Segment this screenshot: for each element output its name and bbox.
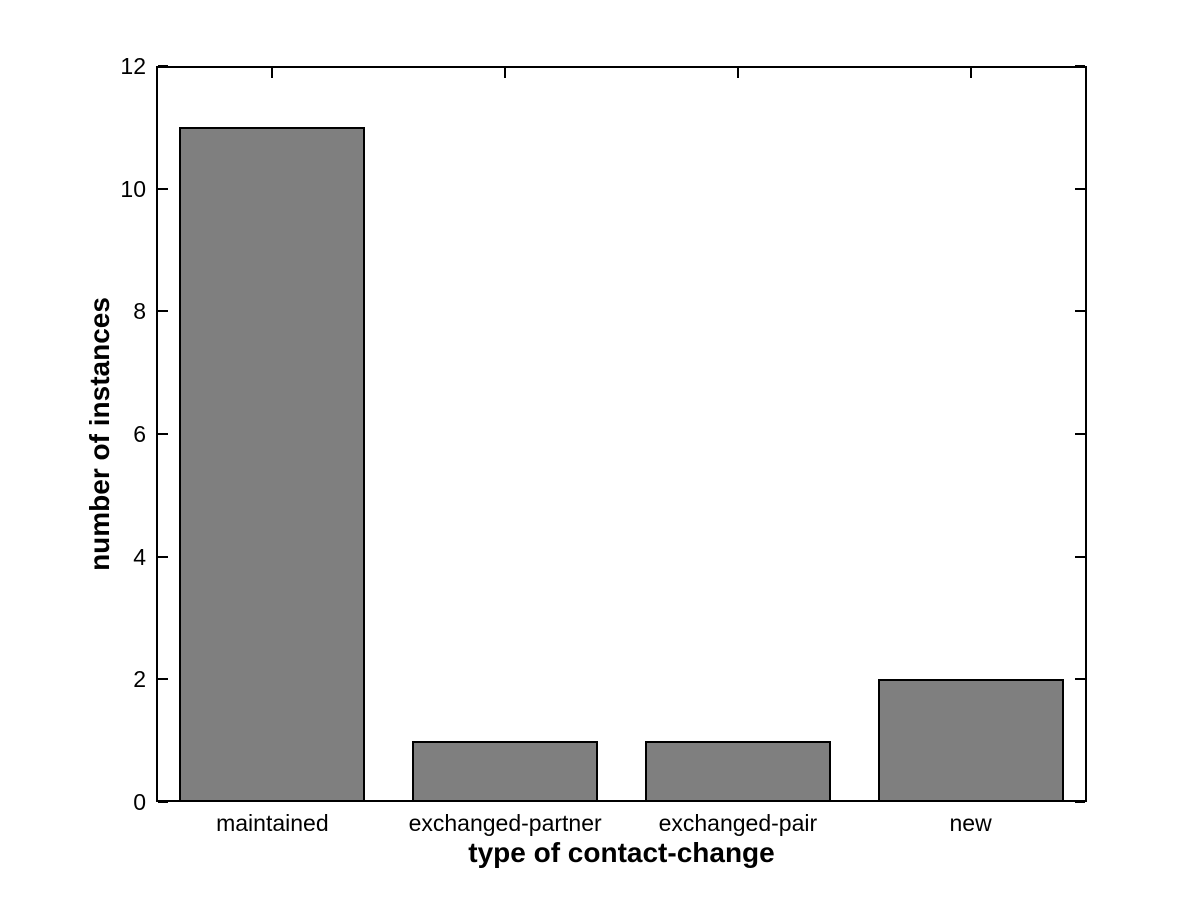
bar-new <box>877 679 1064 802</box>
y-tick-right <box>1075 801 1085 803</box>
y-tick-right <box>1075 310 1085 313</box>
y-tick-label: 0 <box>133 789 146 815</box>
y-tick-label: 6 <box>133 421 146 447</box>
y-tick-label: 2 <box>133 666 146 693</box>
y-tick-right <box>1075 555 1085 558</box>
x-tick-top <box>736 68 739 78</box>
y-tick-left <box>158 801 168 803</box>
x-tick-label: exchanged-partner <box>408 810 602 836</box>
bar-exchanged-partner <box>412 740 599 802</box>
y-tick-right <box>1075 187 1085 190</box>
x-tick-top <box>969 68 972 78</box>
y-tick-label: 8 <box>133 298 146 325</box>
x-tick-label: new <box>949 810 992 836</box>
y-tick-label: 10 <box>120 175 146 202</box>
y-tick-label: 4 <box>133 543 146 570</box>
y-tick-left <box>158 65 168 67</box>
bar-maintained <box>179 127 366 802</box>
y-tick-label: 12 <box>120 53 146 79</box>
y-tick-right <box>1075 678 1085 681</box>
x-tick-top <box>271 68 274 78</box>
y-tick-left <box>158 310 168 313</box>
bar-exchanged-pair <box>644 740 831 802</box>
y-tick-left <box>158 187 168 190</box>
y-tick-left <box>158 678 168 681</box>
y-tick-left <box>158 555 168 558</box>
x-tick-label: exchanged-pair <box>658 810 818 836</box>
x-tick-top <box>504 68 507 78</box>
x-tick-label: maintained <box>216 810 329 836</box>
y-tick-right <box>1075 433 1085 435</box>
y-tick-left <box>158 433 168 435</box>
x-axis-label: type of contact-change <box>468 837 775 868</box>
y-tick-right <box>1075 65 1085 67</box>
